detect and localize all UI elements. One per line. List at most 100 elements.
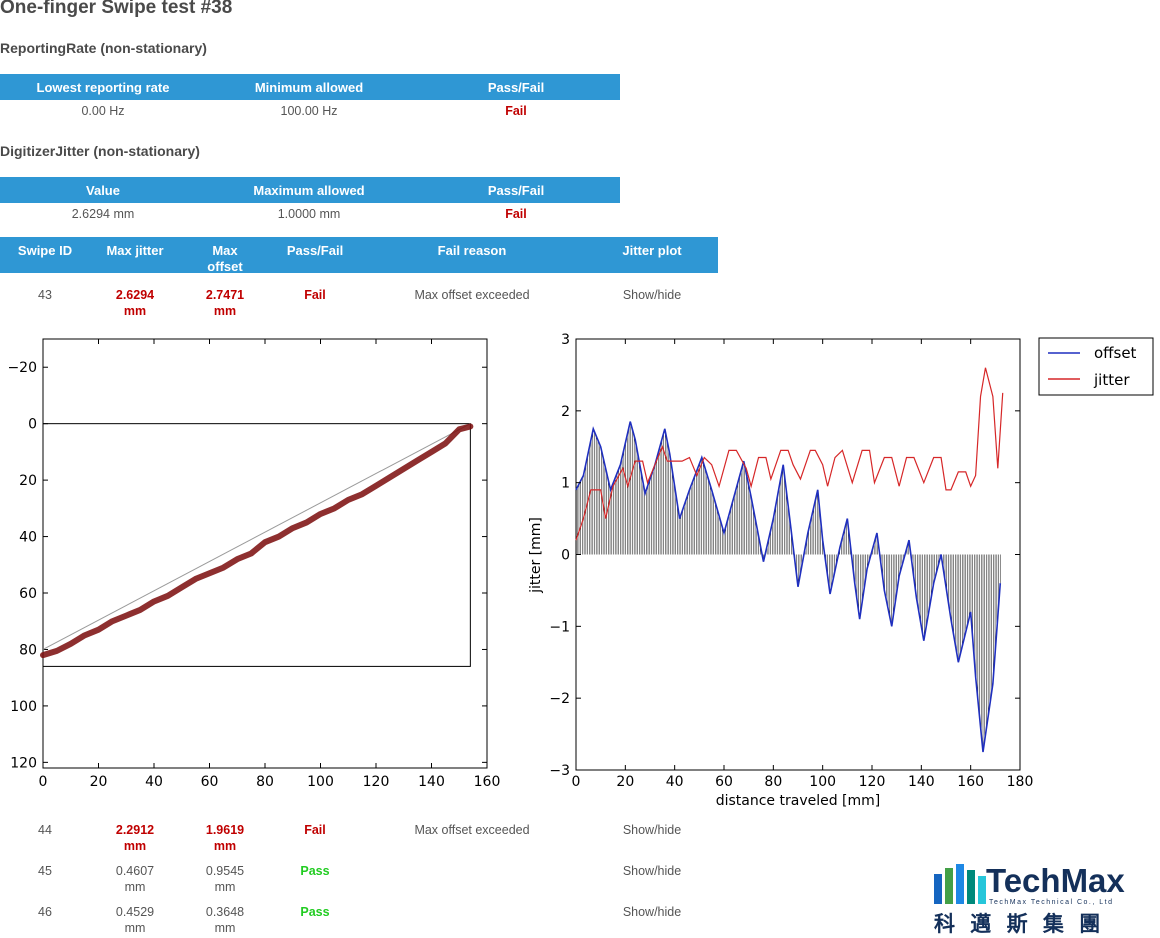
jitter-value: 0.4607	[115, 864, 155, 878]
status-badge: Fail	[505, 104, 527, 118]
x-tick-label: 120	[859, 774, 886, 790]
jitter-value: 2.2912	[115, 823, 155, 837]
x-tick-label: 40	[145, 774, 163, 790]
table-row: 45 0.4607 mm 0.9545 mm Pass Show/hide	[0, 863, 718, 897]
y-axis-label: jitter [mm]	[528, 517, 544, 594]
cell-allowed: 1.0000 mm	[277, 207, 341, 221]
jitter-unit: mm	[124, 921, 146, 935]
legend-jitter-label: jitter	[1093, 371, 1130, 389]
offset-value: 0.3648	[205, 905, 245, 919]
digitizer-jitter-header: Value Maximum allowed Pass/Fail	[0, 177, 620, 203]
y-tick-label: 0	[561, 548, 570, 564]
cell-value: 2.6294 mm	[71, 207, 135, 221]
reporting-rate-header: Lowest reporting rate Minimum allowed Pa…	[0, 74, 620, 100]
cell-fail-reason: Max offset exceeded	[414, 288, 530, 302]
x-tick-label: 160	[474, 774, 501, 790]
x-tick-label: 120	[363, 774, 390, 790]
y-tick-label: 80	[19, 642, 37, 658]
col-swipe-id: Swipe ID	[17, 243, 73, 258]
status-badge: Fail	[505, 207, 527, 221]
right-plot-ticks: 0 20 40 60 80 100 120 140 160 180 3 2 1 0 −1 −2 −3	[549, 332, 1033, 790]
col-lowest-rate: Lowest reporting rate	[36, 80, 170, 95]
offset-value: 0.9545	[205, 864, 245, 878]
jitter-unit: mm	[124, 880, 146, 894]
cell-fail-reason: Max offset exceeded	[414, 823, 530, 837]
reporting-rate-title: ReportingRate (non-stationary)	[0, 40, 207, 56]
y-tick-label: 3	[561, 332, 570, 348]
left-plot-frame	[42, 338, 488, 769]
cell-swipe-id: 43	[38, 288, 52, 302]
swipe-table-header: Swipe ID Max jitter Max offset Pass/Fail…	[0, 237, 718, 274]
col-pass-fail: Pass/Fail	[286, 243, 344, 258]
offset-value: 1.9619	[205, 823, 245, 837]
cell-max-jitter: 0.4529 mm	[90, 904, 180, 936]
page-title: One-finger Swipe test #38	[0, 0, 233, 18]
offset-unit: mm	[213, 839, 237, 853]
cell-max-offset: 0.3648 mm	[180, 904, 270, 936]
jitter-unit: mm	[123, 304, 147, 318]
y-tick-label: 0	[28, 417, 37, 433]
x-tick-label: 0	[39, 774, 48, 790]
offset-series-line	[575, 421, 1002, 753]
y-tick-label: 2	[561, 404, 570, 420]
offset-fill-bars	[576, 423, 1001, 753]
col-fail-reason: Fail reason	[437, 243, 507, 258]
cell-value: 0.00 Hz	[81, 104, 125, 118]
y-tick-label: 120	[10, 755, 37, 771]
cell-swipe-id: 46	[38, 905, 52, 919]
cell-swipe-id: 45	[38, 864, 52, 878]
jitter-value: 0.4529	[115, 905, 155, 919]
status-badge: Pass	[300, 905, 330, 919]
show-hide-link[interactable]: Show/hide	[622, 905, 682, 919]
cell-allowed: 100.00 Hz	[280, 104, 338, 118]
legend-offset-label: offset	[1094, 344, 1137, 362]
col-pass-fail: Pass/Fail	[487, 183, 545, 198]
logo-subtitle: TechMax Technical Co., Ltd	[989, 899, 1114, 906]
status-badge: Fail	[304, 288, 326, 302]
cell-max-offset: 1.9619 mm	[180, 822, 270, 854]
show-hide-link[interactable]: Show/hide	[622, 864, 682, 878]
y-tick-label: 100	[10, 699, 37, 715]
y-tick-label: −3	[549, 763, 570, 779]
y-tick-label: 60	[19, 586, 37, 602]
table-row: 44 2.2912 mm 1.9619 mm Fail Max offset exc…	[0, 822, 718, 856]
offset-unit: mm	[214, 880, 236, 894]
y-tick-label: 1	[561, 476, 570, 492]
col-pass-fail: Pass/Fail	[487, 80, 545, 95]
col-minimum-allowed: Minimum allowed	[254, 80, 364, 95]
table-row: 46 0.4529 mm 0.3648 mm Pass Show/hide	[0, 904, 718, 938]
y-tick-label: −2	[549, 691, 570, 707]
left-plot-ticks: 0 20 40 60 80 100 120 140 160 −20 0 20 40 60 80 100 120	[7, 339, 500, 790]
y-tick-label: −1	[549, 619, 570, 635]
col-value: Value	[86, 183, 120, 198]
status-badge: Pass	[300, 864, 330, 878]
y-tick-label: 40	[19, 530, 37, 546]
show-hide-link[interactable]: Show/hide	[622, 823, 682, 837]
logo-name: TechMax	[986, 862, 1125, 899]
cell-max-offset: 2.7471 mm	[180, 287, 270, 319]
x-tick-label: 140	[908, 774, 935, 790]
cell-swipe-id: 44	[38, 823, 52, 837]
x-tick-label: 80	[256, 774, 274, 790]
jitter-unit: mm	[123, 839, 147, 853]
table-row: 43 2.6294 mm 2.7471 mm Fail Max offset exc…	[0, 287, 718, 321]
logo-mark-icon	[934, 864, 986, 904]
chart-legend	[1038, 337, 1154, 396]
cell-max-jitter: 2.2912 mm	[90, 822, 180, 854]
digitizer-jitter-row: 2.6294 mm 1.0000 mm Fail	[0, 207, 620, 227]
x-tick-label: 100	[809, 774, 836, 790]
digitizer-jitter-title: DigitizerJitter (non-stationary)	[0, 143, 200, 159]
cell-max-offset: 0.9545 mm	[180, 863, 270, 895]
jitter-series-line	[575, 367, 1004, 541]
status-badge: Fail	[304, 823, 326, 837]
x-tick-label: 140	[418, 774, 445, 790]
x-tick-label: 80	[764, 774, 782, 790]
techmax-logo: TechMax TechMax Technical Co., Ltd 科 邁 斯…	[934, 862, 1158, 936]
show-hide-link[interactable]: Show/hide	[622, 288, 682, 302]
x-axis-label: distance traveled [mm]	[716, 793, 881, 809]
jitter-value: 2.6294	[115, 288, 155, 302]
x-tick-label: 20	[90, 774, 108, 790]
offset-unit: mm	[213, 304, 237, 318]
col-max-offset: Max offset	[207, 243, 243, 274]
logo-chinese-name: 科 邁 斯 集 團	[934, 912, 1105, 936]
